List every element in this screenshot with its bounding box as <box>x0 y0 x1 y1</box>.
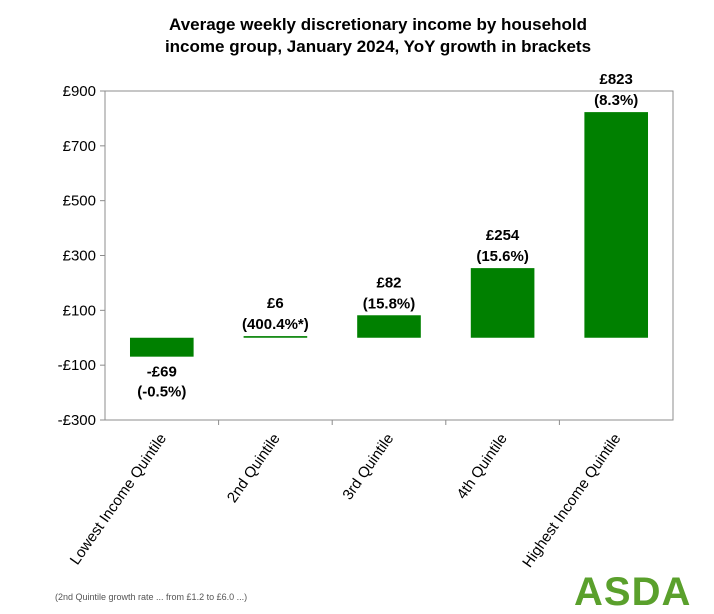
data-label-growth: (15.8%) <box>363 295 416 312</box>
data-label-growth: (8.3%) <box>594 92 638 109</box>
y-tick-label: £100 <box>63 302 96 319</box>
y-tick-label: -£300 <box>58 412 96 429</box>
y-tick-label: £500 <box>63 193 96 210</box>
data-label-growth: (-0.5%) <box>137 384 186 401</box>
bar <box>470 268 535 338</box>
data-label-value: £823 <box>600 71 633 88</box>
data-label-value: £6 <box>267 295 284 312</box>
footnote: (2nd Quintile growth rate ... from £1.2 … <box>55 592 248 602</box>
chart: Average weekly discretionary income by h… <box>58 15 674 571</box>
bar <box>243 336 308 338</box>
chart-title-line-1: Average weekly discretionary income by h… <box>169 15 587 34</box>
bar <box>584 112 649 338</box>
category-label: 4th Quintile <box>453 431 510 503</box>
category-label: Highest Income Quintile <box>519 431 624 571</box>
y-tick-label: £700 <box>63 138 96 155</box>
data-label-value: -£69 <box>147 364 177 381</box>
y-tick-label: £900 <box>63 83 96 100</box>
category-label: 3rd Quintile <box>339 431 397 504</box>
bar <box>129 337 194 357</box>
y-tick-label: £300 <box>63 248 96 265</box>
chart-title-line-2: income group, January 2024, YoY growth i… <box>165 37 591 56</box>
bar <box>357 315 421 338</box>
data-label-value: £82 <box>376 274 401 291</box>
data-label-value: £254 <box>486 227 520 244</box>
category-label: 2nd Quintile <box>224 431 284 506</box>
y-tick-label: -£100 <box>58 357 96 374</box>
asda-logo: ASDA <box>574 570 692 614</box>
data-label-growth: (400.4%*) <box>242 316 309 333</box>
data-label-growth: (15.6%) <box>476 248 529 265</box>
category-label: Lowest Income Quintile <box>67 431 170 568</box>
